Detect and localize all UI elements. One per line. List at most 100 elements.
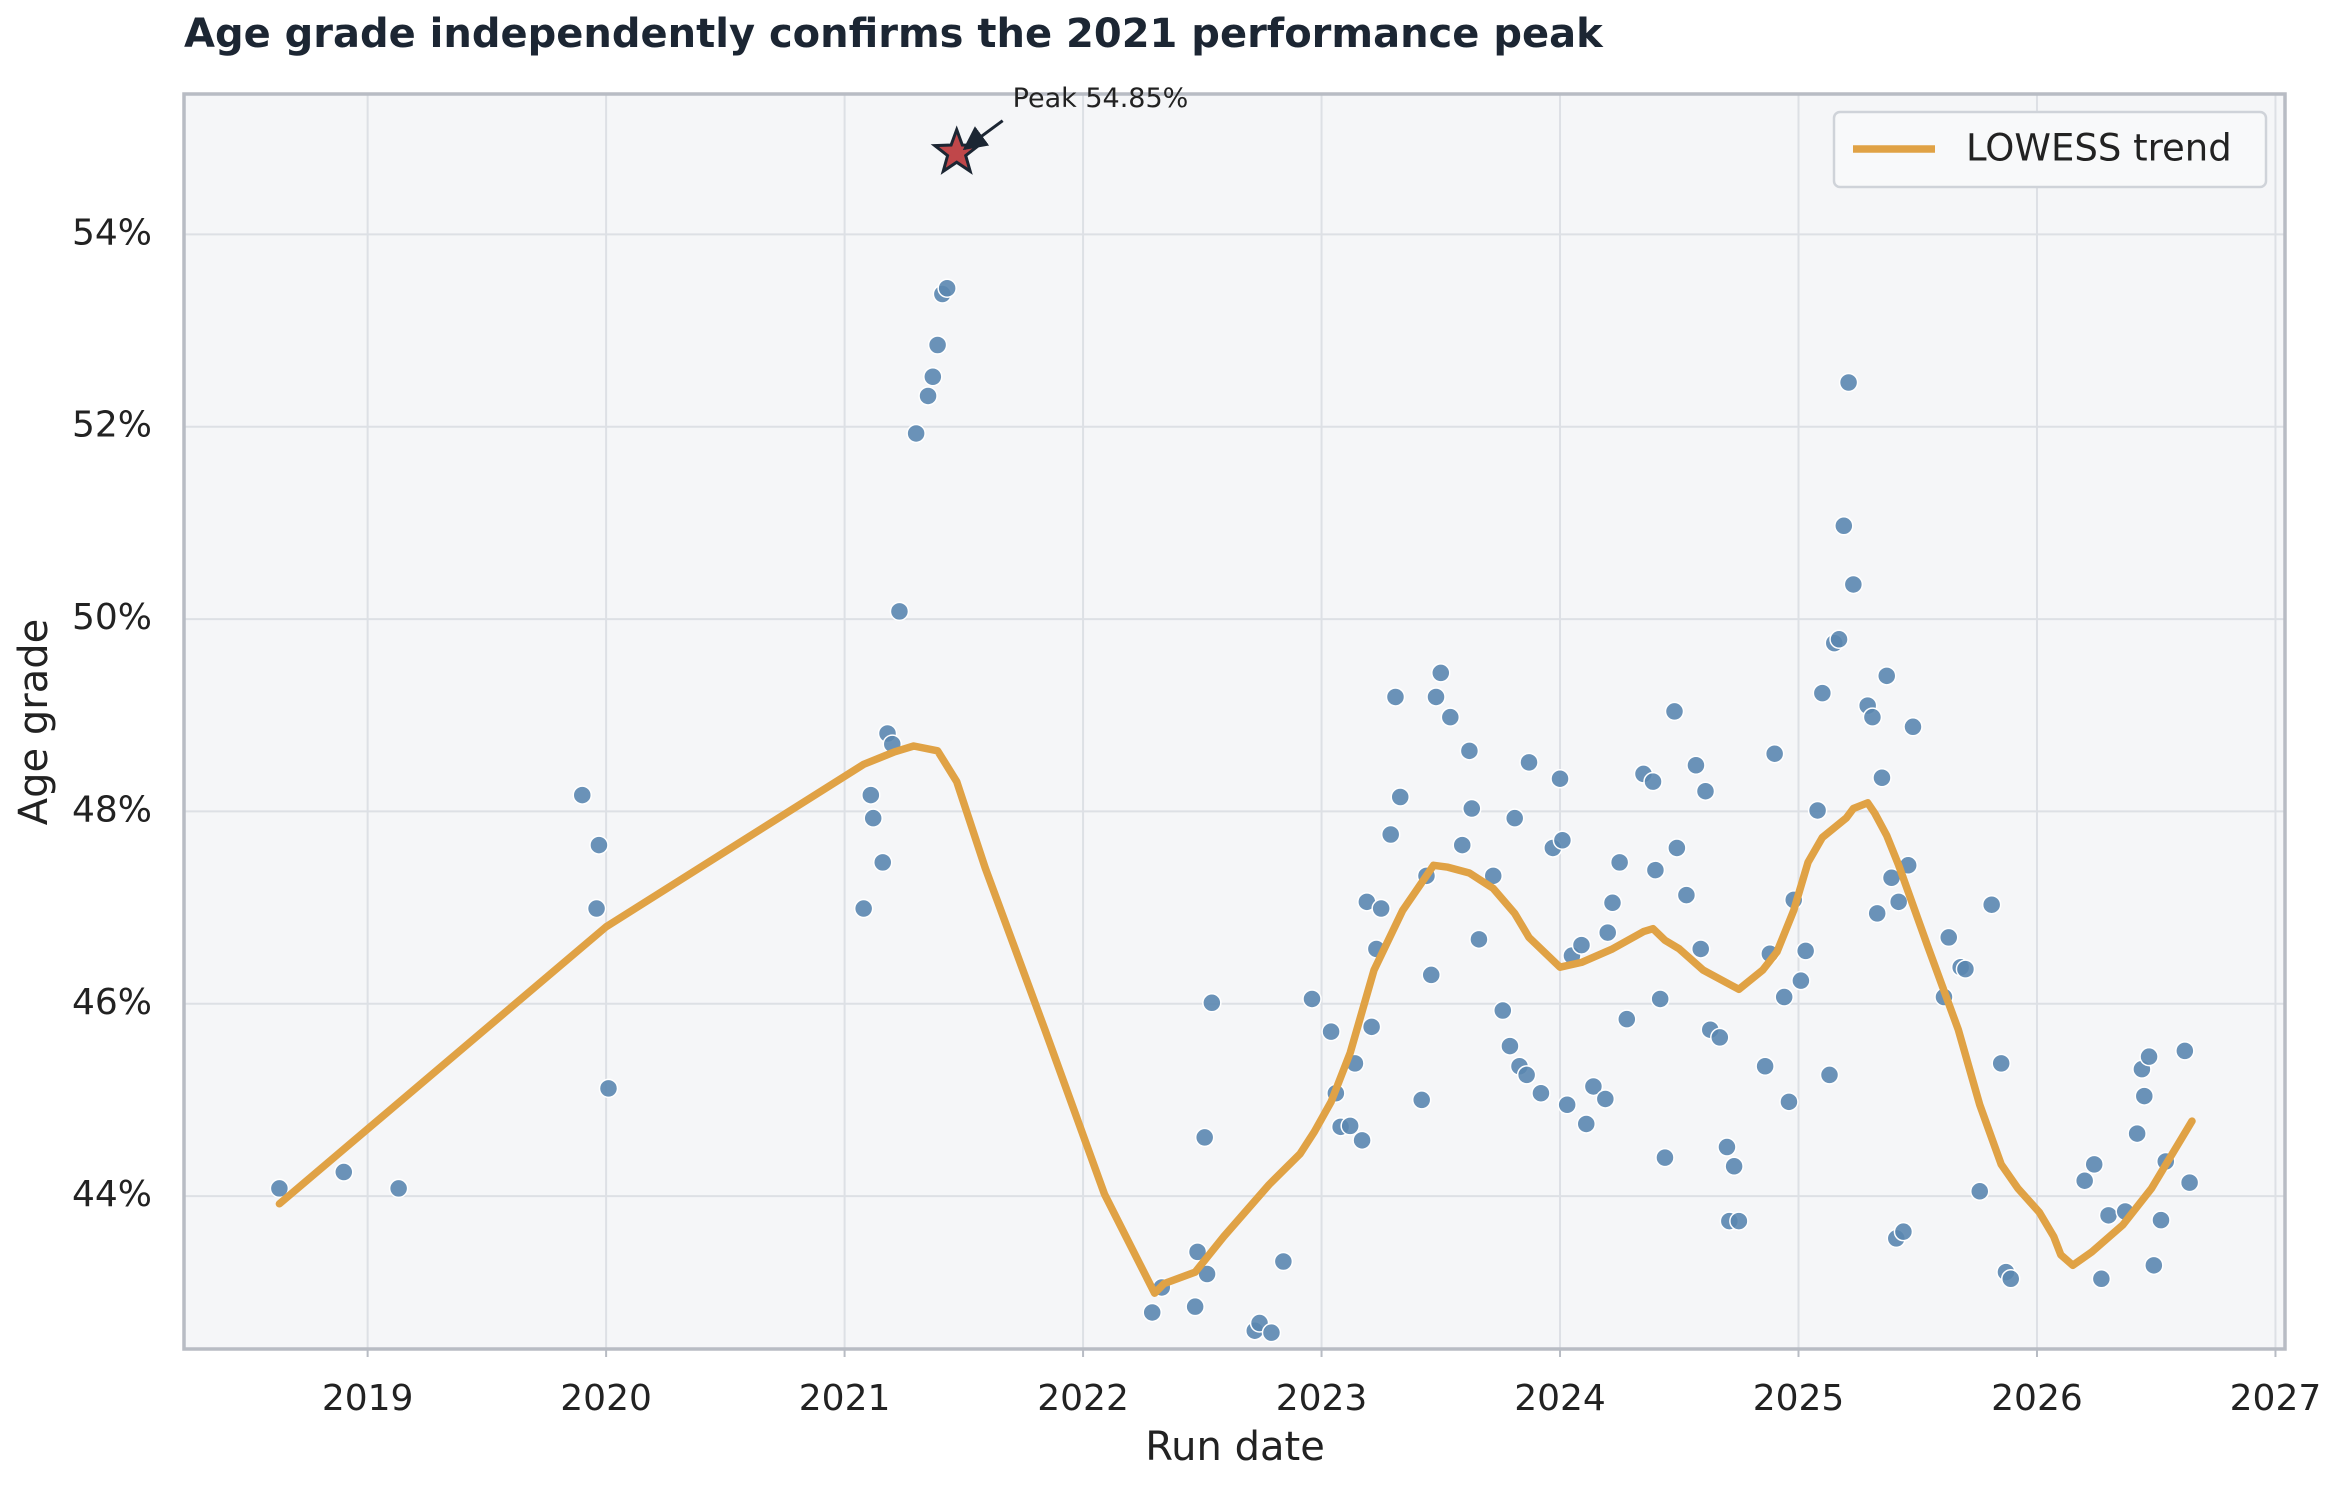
scatter-point xyxy=(589,835,609,855)
scatter-point xyxy=(1867,903,1887,924)
scatter-point xyxy=(1812,683,1833,703)
x-tick-label: 2022 xyxy=(1037,1378,1129,1419)
annotation: Peak 54.85% xyxy=(1013,83,1189,114)
scatter-point xyxy=(2091,1269,2112,1289)
scatter-point xyxy=(1352,1130,1372,1151)
y-tick-label: 44% xyxy=(72,1174,152,1215)
scatter-point xyxy=(1862,707,1883,727)
scatter-point xyxy=(1552,830,1573,851)
scatter-point xyxy=(1576,1114,1597,1134)
scatter-point xyxy=(1187,1242,1208,1262)
scatter-point xyxy=(853,898,874,919)
legend-label: LOWESS trend xyxy=(1966,127,2232,170)
scatter-point xyxy=(1664,701,1685,722)
scatter-point xyxy=(923,366,943,387)
scatter-point xyxy=(586,898,607,919)
scatter-point xyxy=(889,601,910,622)
scatter-point xyxy=(1185,1296,1205,1317)
scatter-point xyxy=(2134,1086,2155,1106)
scatter-point xyxy=(1459,741,1480,761)
scatter-point xyxy=(1829,629,1849,650)
scatter-point xyxy=(1617,1009,1637,1029)
scatter-point xyxy=(2098,1205,2119,1226)
scatter-point xyxy=(1571,935,1592,955)
scatter-point xyxy=(1893,1221,1914,1242)
scatter-point xyxy=(2179,1172,2200,1193)
scatter-point xyxy=(1504,808,1525,828)
scatter-point xyxy=(1764,743,1785,764)
scatter-point xyxy=(1690,939,1711,959)
x-tick-label: 2023 xyxy=(1276,1378,1368,1419)
scatter-point xyxy=(1202,993,1222,1013)
scatter-point xyxy=(1676,885,1697,905)
scatter-point xyxy=(1519,752,1539,773)
scatter-point xyxy=(1194,1127,1215,1148)
scatter-point xyxy=(1876,666,1897,686)
scatter-point xyxy=(1807,800,1828,821)
scatter-point xyxy=(2139,1046,2159,1067)
scatter-point xyxy=(1452,835,1472,855)
scatter-point xyxy=(1380,824,1401,845)
scatter-point xyxy=(1440,707,1461,727)
scatter-point xyxy=(1991,1053,2011,1074)
annotation-arrow xyxy=(962,119,1004,151)
scatter-point xyxy=(1550,768,1570,789)
scatter-point xyxy=(1888,892,1909,912)
scatter-point xyxy=(1493,1000,1513,1021)
scatter-point xyxy=(1969,1181,1990,1202)
scatter-point xyxy=(1609,852,1630,873)
scatter-point xyxy=(1872,768,1892,788)
scatter-point xyxy=(2084,1154,2104,1175)
scatter-point xyxy=(1361,1017,1382,1037)
scatter-point xyxy=(1643,771,1663,792)
scatter-point xyxy=(1955,959,1976,979)
scatter-point xyxy=(2151,1210,2171,1230)
scatter-point xyxy=(1645,860,1666,880)
scatter-point xyxy=(1838,372,1859,393)
scatter-point xyxy=(269,1178,290,1199)
scatter-point xyxy=(1695,781,1716,801)
x-tick-label: 2019 xyxy=(322,1378,414,1419)
legend: LOWESS trend xyxy=(1832,110,2268,189)
scatter-point xyxy=(1261,1322,1282,1343)
scatter-point xyxy=(1650,989,1670,1009)
scatter-point xyxy=(1819,1065,1840,1085)
y-tick-label: 48% xyxy=(72,789,152,830)
scatter-point xyxy=(2000,1269,2021,1289)
scatter-point xyxy=(1843,574,1864,595)
x-tick-label: 2020 xyxy=(560,1378,652,1419)
scatter-point xyxy=(1385,687,1406,707)
y-tick-label: 46% xyxy=(72,982,152,1023)
scatter-point xyxy=(1431,663,1451,683)
scatter-point xyxy=(1717,1137,1737,1157)
scatter-point xyxy=(1321,1021,1341,1042)
x-tick-label: 2027 xyxy=(2230,1378,2322,1419)
marks xyxy=(269,278,2200,1343)
scatter-point xyxy=(1426,687,1446,707)
scatter-point xyxy=(1791,970,1811,991)
scatter-point xyxy=(572,785,593,805)
scatter-point xyxy=(1583,1076,1604,1097)
scatter-point xyxy=(1602,893,1623,913)
scatter-point xyxy=(2175,1041,2195,1061)
scatter-point xyxy=(1531,1083,1551,1103)
scatter-point xyxy=(1710,1027,1730,1048)
y-axis-label: Age grade xyxy=(11,619,57,825)
scatter-point xyxy=(1302,989,1322,1009)
scatter-point xyxy=(2127,1123,2147,1144)
scatter-point xyxy=(334,1162,354,1182)
scatter-point xyxy=(1390,787,1410,807)
plot-frame xyxy=(182,92,2287,1351)
scatter-point xyxy=(1755,1056,1775,1077)
x-tick-label: 2025 xyxy=(1753,1378,1845,1419)
scatter-point xyxy=(1938,927,1959,948)
scatter-point xyxy=(1595,1089,1616,1109)
scatter-point xyxy=(872,852,893,873)
y-tick-label: 54% xyxy=(72,212,152,253)
x-tick-label: 2026 xyxy=(1991,1378,2083,1419)
scatter-point xyxy=(1516,1065,1537,1085)
y-tick-label: 52% xyxy=(72,405,152,446)
scatter-point xyxy=(937,278,957,299)
scatter-point xyxy=(1774,987,1794,1007)
scatter-point xyxy=(1597,922,1618,943)
